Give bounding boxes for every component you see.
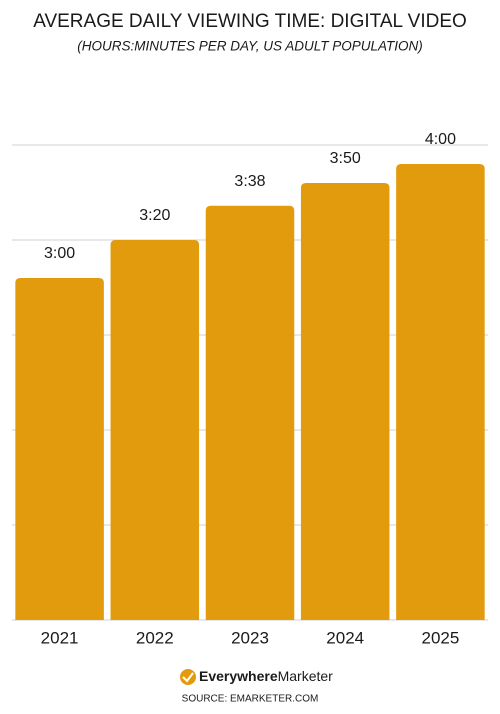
bar (110, 240, 200, 620)
value-label: 3:38 (234, 173, 265, 190)
logo-icon (180, 669, 196, 685)
bar (396, 164, 485, 620)
bar (205, 205, 295, 621)
source: SOURCE: EMARKETER.COM (182, 694, 319, 705)
bar (15, 278, 104, 620)
brand-bold: Everywhere (199, 668, 278, 684)
x-tick-label: 2023 (231, 628, 269, 647)
brand-light: Marketer (278, 668, 334, 684)
chart-subtitle: (HOURS:MINUTES PER DAY, US ADULT POPULAT… (77, 39, 423, 54)
x-tick-label: 2022 (136, 628, 174, 647)
value-label: 3:20 (139, 207, 170, 224)
value-label: 3:00 (44, 245, 75, 262)
logo-check (182, 672, 194, 683)
value-label: 3:50 (330, 150, 361, 167)
value-label: 4:00 (425, 131, 456, 148)
logo: EverywhereMarketer (180, 668, 333, 685)
bar (300, 183, 390, 620)
x-tick-label: 2021 (41, 628, 79, 647)
x-tick-label: 2025 (421, 628, 459, 647)
x-tick-label: 2024 (326, 628, 364, 647)
chart-title: AVERAGE DAILY VIEWING TIME: DIGITAL VIDE… (33, 11, 467, 32)
brand: EverywhereMarketer (199, 668, 333, 684)
